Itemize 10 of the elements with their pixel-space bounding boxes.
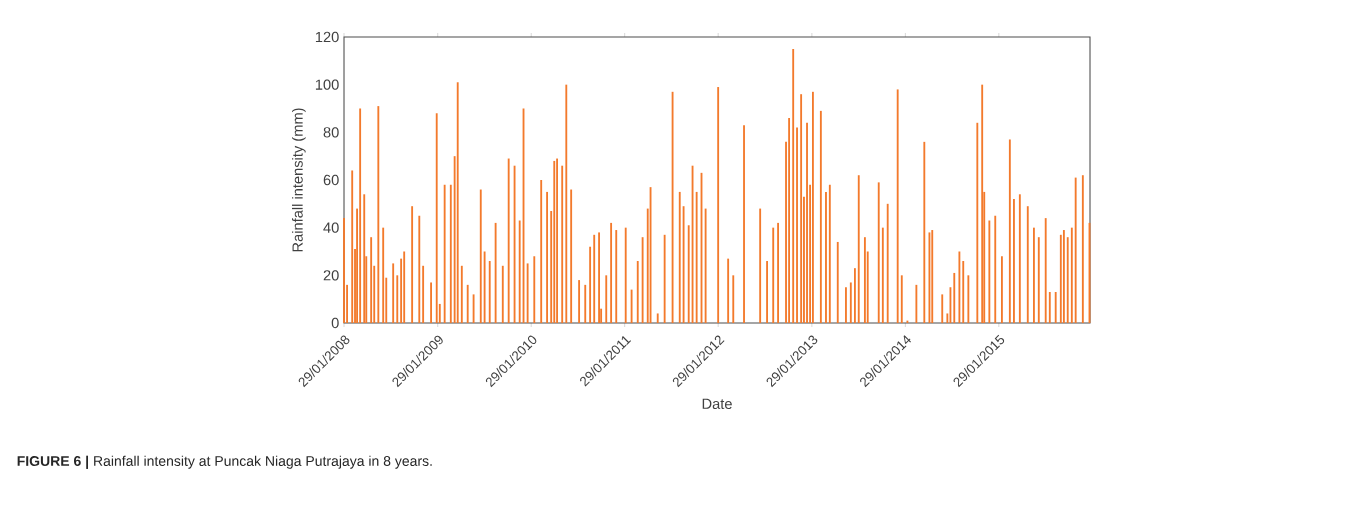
y-tick-label: 40 [323,222,339,233]
y-tick-label: 120 [315,31,339,43]
y-tick-label: 100 [315,79,339,90]
y-tick-label: 20 [323,270,339,281]
y-tick-label: 60 [323,174,339,186]
y-tick-label: 0 [331,317,339,329]
x-axis-title: Date [702,398,732,409]
y-tick-label: 80 [323,127,339,138]
text: FIGURE 6 | Rainfall intensity at Puncak Niaga Putrajaya in 8 years. [17,455,432,469]
y-axis-title: Rainfall intensity (mm) [292,108,306,252]
